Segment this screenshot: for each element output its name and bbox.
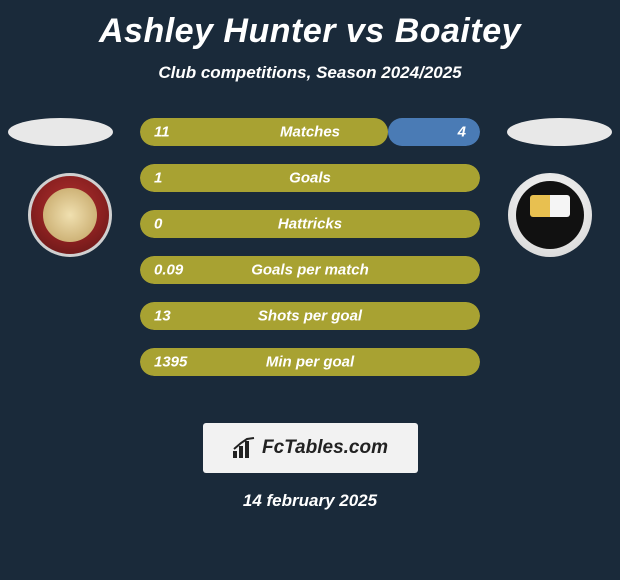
metric-label: Min per goal [266, 354, 354, 371]
footer-brand-box: FcTables.com [203, 423, 418, 473]
player1-club-badge [28, 173, 112, 257]
metric-value-p1: 1 [154, 170, 162, 187]
metric-bar-row: Matches 11 4 [140, 118, 480, 146]
metric-value-p1: 11 [154, 124, 170, 141]
player2-ellipse [507, 118, 612, 146]
metric-bar-segment-p2 [388, 118, 480, 146]
fctables-logo-icon [232, 437, 256, 459]
metric-value-p1: 1395 [154, 354, 187, 371]
metric-label: Shots per goal [258, 308, 362, 325]
metric-value-p2: 4 [458, 124, 466, 141]
footer-brand-text: FcTables.com [262, 437, 388, 459]
page-subtitle: Club competitions, Season 2024/2025 [0, 63, 620, 83]
metric-bar-row: Min per goal 1395 [140, 348, 480, 376]
metric-bar-row: Goals 1 [140, 164, 480, 192]
metric-bar-segment-p1 [140, 118, 388, 146]
metric-bar-row: Hattricks 0 [140, 210, 480, 238]
metric-bar-row: Goals per match 0.09 [140, 256, 480, 284]
metric-label: Goals [289, 170, 331, 187]
comparison-arena: Matches 11 4 Goals 1 Hattricks 0 Goals per matc… [0, 118, 620, 418]
page-title: Ashley Hunter vs Boaitey [0, 0, 620, 51]
comparison-date: 14 february 2025 [0, 491, 620, 511]
metric-label: Hattricks [278, 216, 342, 233]
metric-value-p1: 13 [154, 308, 171, 325]
metric-bars-container: Matches 11 4 Goals 1 Hattricks 0 Goals per matc… [140, 118, 480, 394]
metric-bar-row: Shots per goal 13 [140, 302, 480, 330]
metric-label: Matches [280, 124, 340, 141]
metric-value-p1: 0 [154, 216, 162, 233]
player1-ellipse [8, 118, 113, 146]
player2-club-badge [508, 173, 592, 257]
metric-label: Goals per match [251, 262, 369, 279]
metric-value-p1: 0.09 [154, 262, 183, 279]
